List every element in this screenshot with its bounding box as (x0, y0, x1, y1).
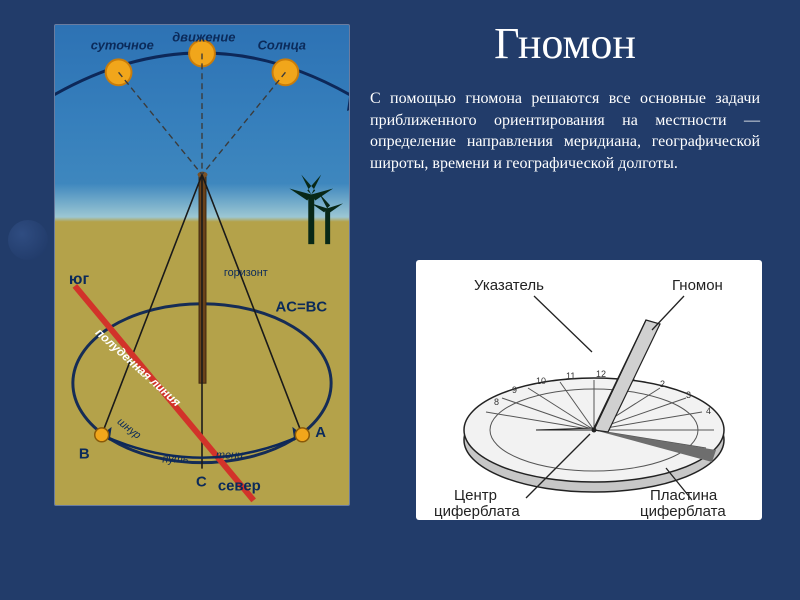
sundial-diagram: 8 9 10 11 12 1 2 3 4 Указатель (416, 260, 762, 520)
label-plate-1: Пластина (650, 487, 718, 504)
arc-word-3: Солнца (258, 37, 306, 52)
svg-text:10: 10 (536, 376, 546, 386)
label-shadow: тени (216, 450, 243, 462)
label-C: C (196, 474, 207, 490)
label-center-2: циферблата (434, 503, 520, 520)
label-A: A (315, 425, 326, 441)
point-A (295, 428, 309, 442)
point-B (95, 428, 109, 442)
arc-word-2: движение (172, 30, 235, 45)
main-paragraph: С помощью гномона решаются все основные … (370, 88, 760, 174)
label-north: север (218, 478, 261, 494)
svg-text:4: 4 (706, 406, 711, 416)
page-title: Гномон (370, 18, 760, 69)
label-center-1: Центр (454, 487, 497, 504)
palm-trees (289, 175, 343, 245)
svg-text:12: 12 (596, 369, 606, 379)
label-B: B (79, 447, 90, 463)
gnomon-shadow-diagram: суточное движение Солнца (54, 24, 350, 506)
label-gnomon: Гномон (672, 277, 723, 294)
svg-text:11: 11 (566, 371, 575, 381)
dial-center-dot (592, 428, 597, 433)
label-pointer: Указатель (474, 277, 544, 294)
label-path: путь (162, 454, 189, 466)
label-acbc: AC=BC (276, 300, 328, 316)
svg-text:3: 3 (686, 390, 691, 400)
arc-word-1: суточное (91, 37, 154, 52)
sun-rays (119, 53, 286, 174)
svg-text:8: 8 (494, 397, 499, 407)
svg-text:9: 9 (512, 385, 517, 395)
label-south: юг (69, 271, 90, 288)
svg-text:2: 2 (660, 379, 665, 389)
arc-arrowhead (347, 97, 349, 111)
label-horizon: горизонт (224, 267, 268, 279)
label-plate-2: циферблата (640, 503, 726, 520)
label-cord: шнур (115, 416, 143, 442)
decorative-swirl (8, 220, 48, 260)
